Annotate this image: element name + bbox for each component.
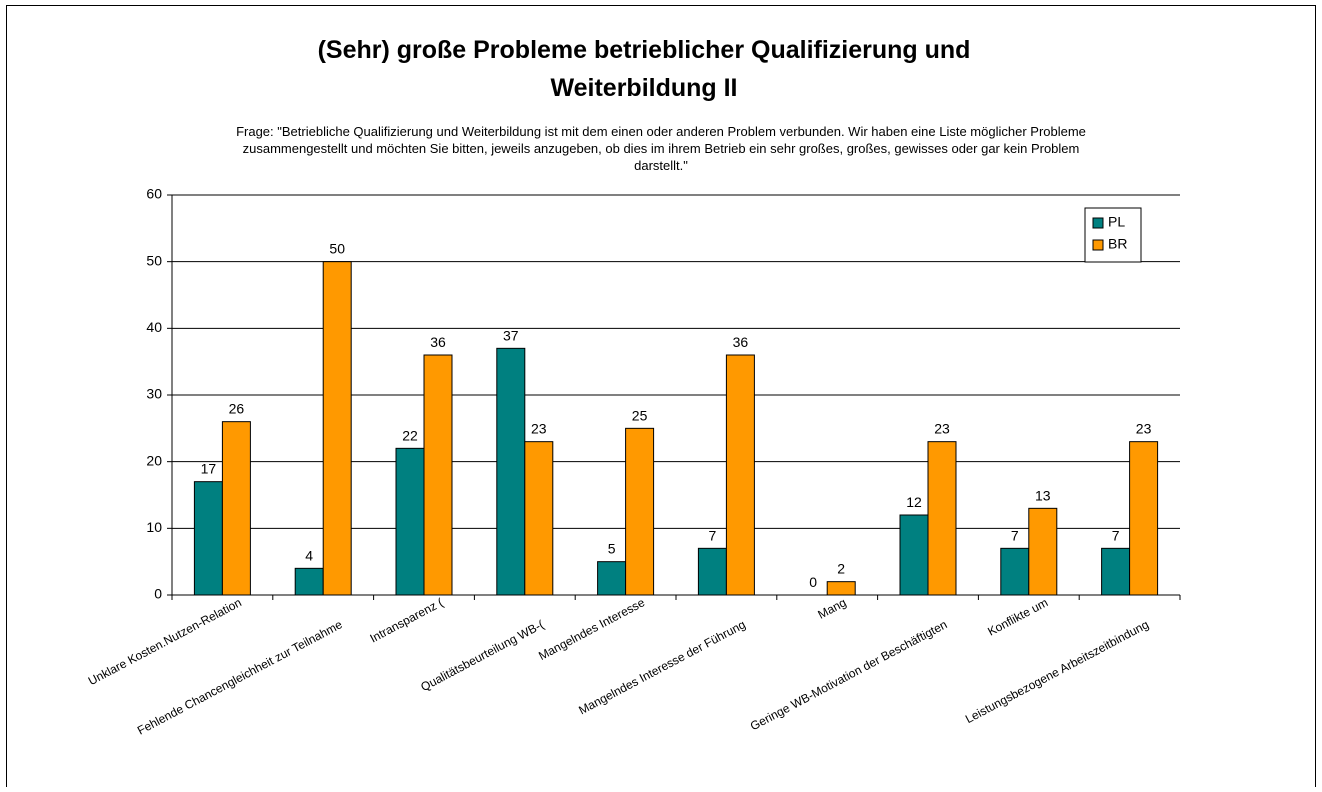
bar [826, 581, 856, 596]
data-label: 5 [608, 541, 616, 557]
legend-swatch [1092, 217, 1104, 229]
bar [395, 447, 425, 596]
data-label: 17 [201, 461, 217, 477]
data-label: 4 [305, 547, 313, 563]
chart-title: Weiterbildung II [550, 74, 737, 102]
data-label: 23 [1136, 421, 1152, 437]
chart-title: (Sehr) große Probleme betrieblicher Qual… [318, 36, 971, 64]
data-label: 25 [632, 407, 648, 423]
data-label: 23 [531, 421, 547, 437]
legend-swatch [1092, 239, 1104, 251]
bar [625, 427, 655, 596]
subtitle: zusammengestellt und möchten Sie bitten,… [243, 141, 1080, 156]
bar [1101, 547, 1131, 596]
subtitle: Frage: "Betriebliche Qualifizierung und … [236, 124, 1086, 139]
data-label: 7 [1112, 527, 1120, 543]
bar [1028, 507, 1058, 596]
legend-label: BR [1108, 236, 1127, 252]
legend-label: PL [1108, 214, 1125, 230]
y-tick-label: 20 [146, 452, 162, 468]
bar [697, 547, 727, 596]
y-tick-label: 10 [146, 519, 162, 535]
y-tick-label: 40 [146, 319, 162, 335]
bar [597, 561, 627, 596]
data-label: 22 [402, 427, 418, 443]
frame [6, 5, 1316, 792]
data-label: 23 [934, 421, 950, 437]
data-label: 50 [329, 241, 345, 257]
data-label: 36 [430, 334, 446, 350]
y-tick-label: 50 [146, 252, 162, 268]
data-label: 36 [733, 334, 749, 350]
data-label: 0 [809, 574, 817, 590]
x-tick-label: Mang [816, 595, 849, 621]
data-label: 37 [503, 327, 519, 343]
bar [322, 261, 352, 596]
bar [423, 354, 453, 596]
data-label: 7 [1011, 527, 1019, 543]
bar [725, 354, 755, 596]
bar [524, 441, 554, 596]
bar [1129, 441, 1159, 596]
x-tick-label: Mangelndes Interesse [536, 595, 647, 663]
bar [1000, 547, 1030, 596]
data-label: 12 [906, 494, 922, 510]
legend-box [1084, 207, 1142, 263]
y-tick-label: 0 [154, 586, 162, 602]
x-tick-label: Intransparenz ( [368, 595, 446, 645]
y-tick-label: 30 [146, 386, 162, 402]
bar [193, 481, 223, 596]
bar [496, 347, 526, 596]
x-tick-label: Konflikte um [985, 595, 1050, 638]
bar [899, 514, 929, 596]
y-tick-label: 60 [146, 186, 162, 202]
x-tick-label: Unklare Kosten.Nutzen-Relation [86, 595, 244, 688]
data-label: 7 [709, 527, 717, 543]
subtitle: darstellt." [634, 158, 688, 173]
x-tick-label: Qualitätsbeurteilung WB-( [418, 617, 546, 694]
x-tick-label: Geringe WB-Motivation der Beschäftigten [748, 617, 950, 733]
data-label: 2 [837, 561, 845, 577]
x-tick-label: Mangelndes Interesse der Führung [576, 617, 747, 717]
data-label: 26 [229, 401, 245, 417]
bar [294, 567, 324, 596]
bar [927, 441, 957, 596]
bar [221, 421, 251, 596]
data-label: 13 [1035, 487, 1051, 503]
